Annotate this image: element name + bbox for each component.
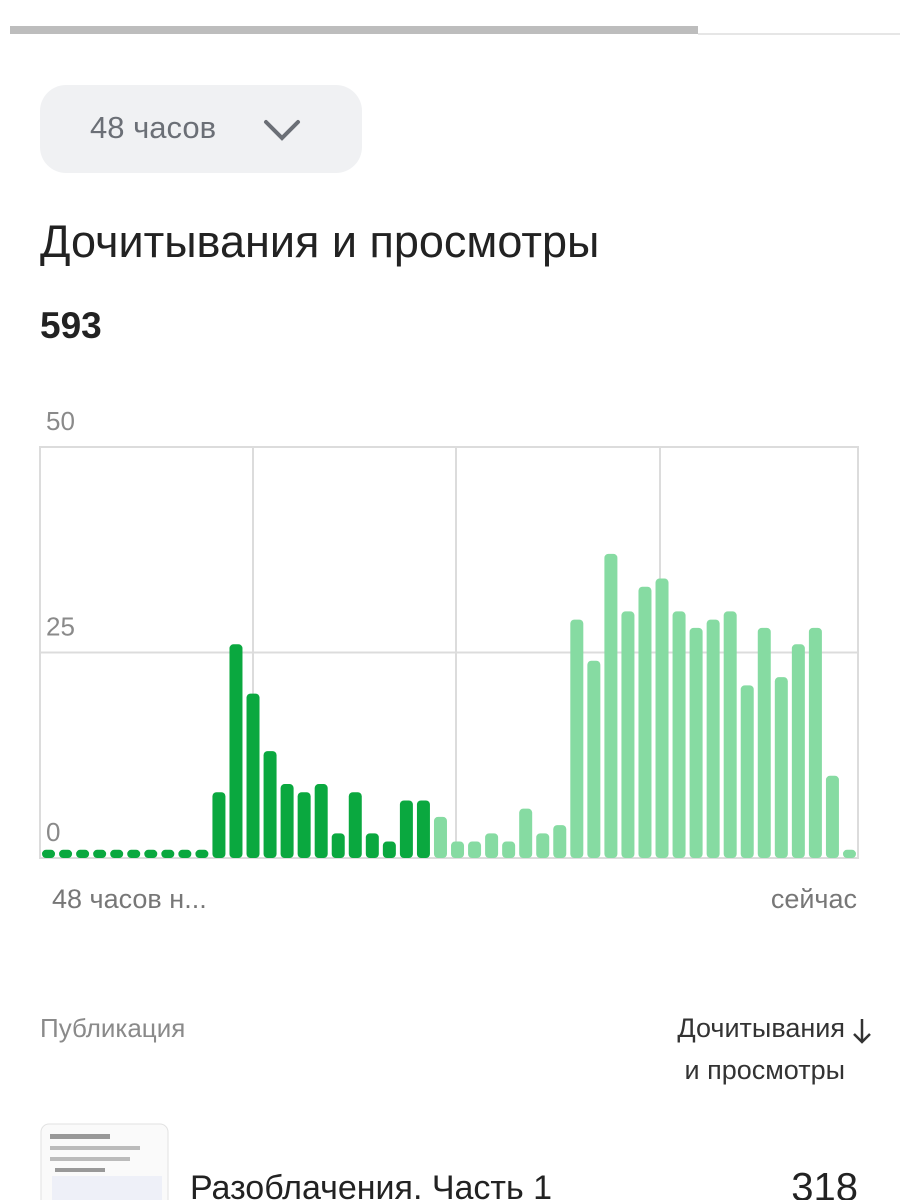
bar: [263, 751, 277, 858]
bar: [468, 841, 482, 858]
sort-column-header[interactable]: Дочитывания и просмотры: [677, 1013, 871, 1085]
bar: [451, 841, 465, 858]
bar: [331, 833, 345, 858]
bar: [689, 627, 703, 858]
x-end-label: сейчас: [771, 884, 857, 914]
bar: [485, 833, 499, 858]
bar: [519, 808, 533, 858]
publication-row[interactable]: Разоблачения. Часть 1 318: [40, 1123, 858, 1200]
y-tick-label: 0: [46, 817, 60, 847]
bar: [536, 833, 550, 858]
bar: [229, 644, 243, 858]
bar: [348, 792, 362, 858]
bar: [502, 841, 516, 858]
thumbnail-line: [50, 1134, 110, 1139]
bar: [127, 849, 141, 858]
chart: 0 25 50: [39, 406, 859, 859]
bar: [723, 611, 737, 858]
bar: [382, 841, 396, 858]
bar: [842, 849, 856, 858]
x-start-label: 48 часов н...: [52, 884, 207, 914]
bar: [314, 784, 328, 858]
bar: [774, 677, 788, 858]
bar: [655, 578, 669, 858]
bar: [672, 611, 686, 858]
sort-arrow-icon[interactable]: [853, 1019, 871, 1044]
thumbnail-line: [50, 1157, 130, 1161]
bar: [212, 792, 226, 858]
bar: [399, 800, 413, 858]
selector-label[interactable]: 48 часов: [90, 110, 216, 145]
bar: [110, 849, 124, 858]
bar: [161, 849, 175, 858]
bar: [621, 611, 635, 858]
bar: [740, 685, 754, 858]
column-header: Публикация: [40, 1013, 185, 1043]
bar: [42, 849, 56, 858]
bar: [416, 800, 430, 858]
bar: [570, 619, 584, 858]
bar: [280, 784, 294, 858]
chevron-icon[interactable]: [264, 120, 300, 141]
thumbnail-line: [55, 1168, 105, 1172]
column-header[interactable]: и просмотры: [684, 1055, 845, 1085]
bar: [638, 586, 652, 858]
y-tick-label: 50: [46, 406, 75, 436]
bar: [825, 775, 839, 858]
y-tick-label: 25: [46, 611, 75, 641]
bar: [365, 833, 379, 858]
bar: [144, 849, 158, 858]
bar: [76, 849, 90, 858]
bar: [604, 553, 618, 858]
bar: [553, 825, 567, 858]
column-header[interactable]: Дочитывания: [677, 1013, 845, 1043]
bar: [706, 619, 720, 858]
total-value: 593: [40, 305, 102, 346]
bar: [587, 660, 601, 858]
bar: [195, 849, 209, 858]
section-title: Дочитывания и просмотры: [40, 216, 599, 267]
progress-bar: [10, 26, 698, 34]
bar: [757, 627, 771, 858]
publication-title[interactable]: Разоблачения. Часть 1: [190, 1169, 552, 1200]
publication-value: 318: [791, 1166, 858, 1200]
thumbnail-block: [52, 1176, 162, 1200]
bar: [297, 792, 311, 858]
thumbnail-line: [50, 1146, 140, 1150]
bar: [246, 693, 260, 858]
bar: [93, 849, 107, 858]
selector-box[interactable]: [40, 85, 362, 173]
bar: [791, 644, 805, 858]
bar: [178, 849, 192, 858]
period-selector[interactable]: 48 часов: [40, 85, 362, 173]
bar: [59, 849, 73, 858]
bar: [433, 816, 447, 858]
bar: [808, 627, 822, 858]
